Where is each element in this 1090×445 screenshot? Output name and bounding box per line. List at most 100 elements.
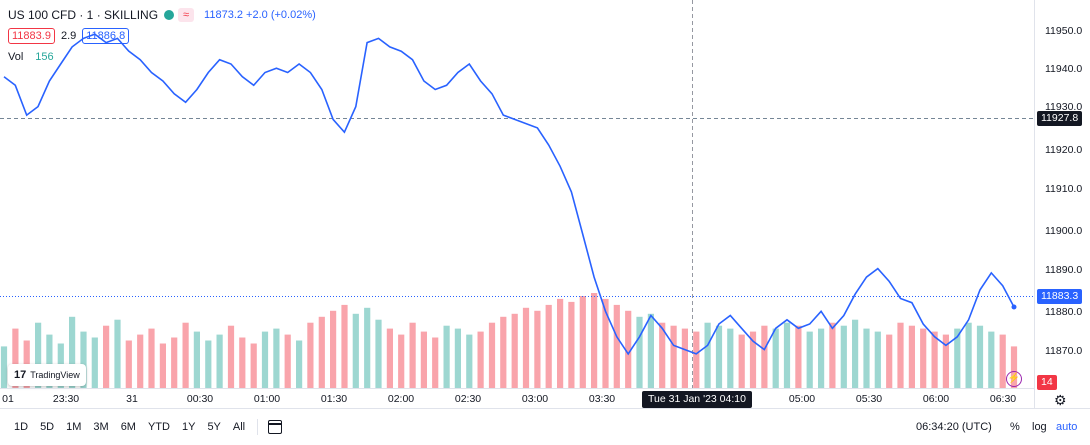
volume-bar: [296, 340, 303, 388]
range-all-button[interactable]: All: [232, 421, 246, 433]
volume-bar: [466, 334, 473, 388]
volume-bar: [522, 307, 530, 388]
price-tick: 11900.0: [1045, 225, 1083, 237]
volume-bar: [205, 340, 212, 388]
range-1m-button[interactable]: 1M: [66, 421, 82, 433]
volume-bar: [761, 325, 768, 388]
sell-price-button[interactable]: 11883.9: [8, 28, 55, 44]
percent-toggle[interactable]: %: [1010, 421, 1020, 433]
volume-bar: [182, 322, 189, 388]
volume-bar: [364, 307, 371, 388]
range-1d-button[interactable]: 1D: [14, 421, 29, 433]
time-tick: 03:30: [588, 393, 616, 405]
volume-bar: [602, 298, 609, 388]
volume-label[interactable]: Vol: [8, 51, 24, 63]
calendar-icon[interactable]: [268, 420, 283, 434]
market-status-icon: [164, 10, 175, 20]
volume-bar: [375, 319, 382, 388]
volume-bar: [261, 331, 269, 388]
volume-bar: [409, 322, 416, 388]
volume-bar: [46, 334, 53, 388]
volume-legend: Vol 156: [8, 51, 54, 63]
symbol-legend: US 100 CFD · 1 · SKILLING ≈ 11873.2 +2.0…: [8, 8, 316, 22]
price-tick: 11890.0: [1045, 264, 1083, 276]
volume-bar: [91, 337, 98, 388]
tradingview-logo[interactable]: 17 TradingView: [8, 364, 86, 386]
price-chart[interactable]: [0, 0, 1034, 388]
time-tick: 05:30: [855, 393, 883, 405]
volume-bar: [783, 322, 791, 388]
range-ytd-button[interactable]: YTD: [147, 421, 170, 433]
time-tick: 01: [2, 393, 14, 405]
volume-bar: [999, 334, 1006, 388]
volume-bar: [886, 334, 893, 388]
settings-gear-icon[interactable]: ⚙: [1054, 392, 1067, 408]
volume-bar: [12, 328, 19, 388]
volume-bar: [69, 316, 76, 388]
volume-bar: [386, 328, 393, 388]
time-tick: 23:30: [52, 393, 80, 405]
utc-clock[interactable]: 06:34:20 (UTC): [916, 421, 992, 433]
range-5d-button[interactable]: 5D: [40, 421, 55, 433]
price-tick: 11920.0: [1045, 144, 1083, 156]
volume-bar: [171, 337, 178, 388]
volume-bar: [693, 331, 700, 388]
volume-bar: [568, 301, 575, 388]
time-tick: 01:00: [253, 393, 281, 405]
range-3m-button[interactable]: 3M: [93, 421, 109, 433]
log-toggle[interactable]: log: [1032, 421, 1047, 433]
data-delay-badge[interactable]: ≈: [178, 8, 195, 22]
volume-bar: [443, 325, 450, 388]
time-tick: 05:00: [788, 393, 816, 405]
chart-area[interactable]: US 100 CFD · 1 · SKILLING ≈ 11873.2 +2.0…: [0, 0, 1034, 408]
volume-bar: [148, 328, 155, 388]
volume-bar: [534, 310, 541, 388]
volume-bar: [114, 319, 121, 388]
volume-bar: [500, 316, 507, 388]
volume-bar: [0, 346, 8, 388]
price-tick: 11930.0: [1045, 101, 1083, 113]
volume-bar: [341, 304, 348, 388]
volume-bar: [772, 328, 779, 388]
time-tick: 01:30: [320, 393, 348, 405]
buy-price-button[interactable]: 11886.8: [82, 28, 130, 44]
bid-ask-row: 11883.9 2.9 11886.8: [8, 28, 130, 44]
volume-bar: [250, 343, 257, 388]
volume-bar: [908, 325, 915, 388]
lightning-icon[interactable]: ⚡: [1006, 371, 1022, 387]
volume-bar: [352, 313, 359, 388]
volume-bar: [920, 328, 927, 388]
time-tick: 02:30: [454, 393, 482, 405]
price-tick: 11940.0: [1045, 63, 1083, 75]
spread-value: 2.9: [60, 30, 77, 42]
volume-bar: [670, 325, 677, 388]
crosshair-price-tag: 11927.8: [1037, 111, 1083, 126]
range-1y-button[interactable]: 1Y: [181, 421, 196, 433]
volume-bar: [307, 322, 314, 388]
crosshair-time-tag: Tue 31 Jan '23 04:10: [642, 391, 752, 408]
volume-bar: [125, 340, 132, 388]
last-price-tag: 11883.3: [1037, 289, 1083, 304]
volume-bar: [330, 310, 337, 388]
auto-toggle[interactable]: auto: [1056, 421, 1078, 433]
volume-bar: [840, 325, 847, 388]
symbol-title[interactable]: US 100 CFD · 1 · SKILLING: [8, 8, 159, 22]
tradingview-logo-icon: 17: [14, 369, 27, 381]
time-axis[interactable]: 01 23:30 31 00:30 01:00 01:30 02:00 02:3…: [0, 388, 1034, 409]
volume-bar: [942, 334, 949, 388]
price-line: [3, 33, 1015, 356]
volume-bar: [749, 331, 757, 388]
volume-bar: [647, 313, 654, 388]
range-6m-button[interactable]: 6M: [120, 421, 136, 433]
volume-bar: [103, 325, 110, 388]
quote-change: 11873.2 +2.0 (+0.02%): [204, 9, 316, 21]
volume-bar: [806, 331, 813, 388]
volume-bar: [579, 296, 586, 388]
range-5y-button[interactable]: 5Y: [207, 421, 221, 433]
volume-bar: [954, 328, 961, 388]
time-tick: 31: [126, 393, 138, 405]
time-tick: 02:00: [387, 393, 415, 405]
time-tick: 06:30: [989, 393, 1017, 405]
volume-bar: [795, 325, 802, 388]
price-axis[interactable]: 11950.0 11940.0 11930.0 11920.0 11910.0 …: [1034, 0, 1090, 408]
